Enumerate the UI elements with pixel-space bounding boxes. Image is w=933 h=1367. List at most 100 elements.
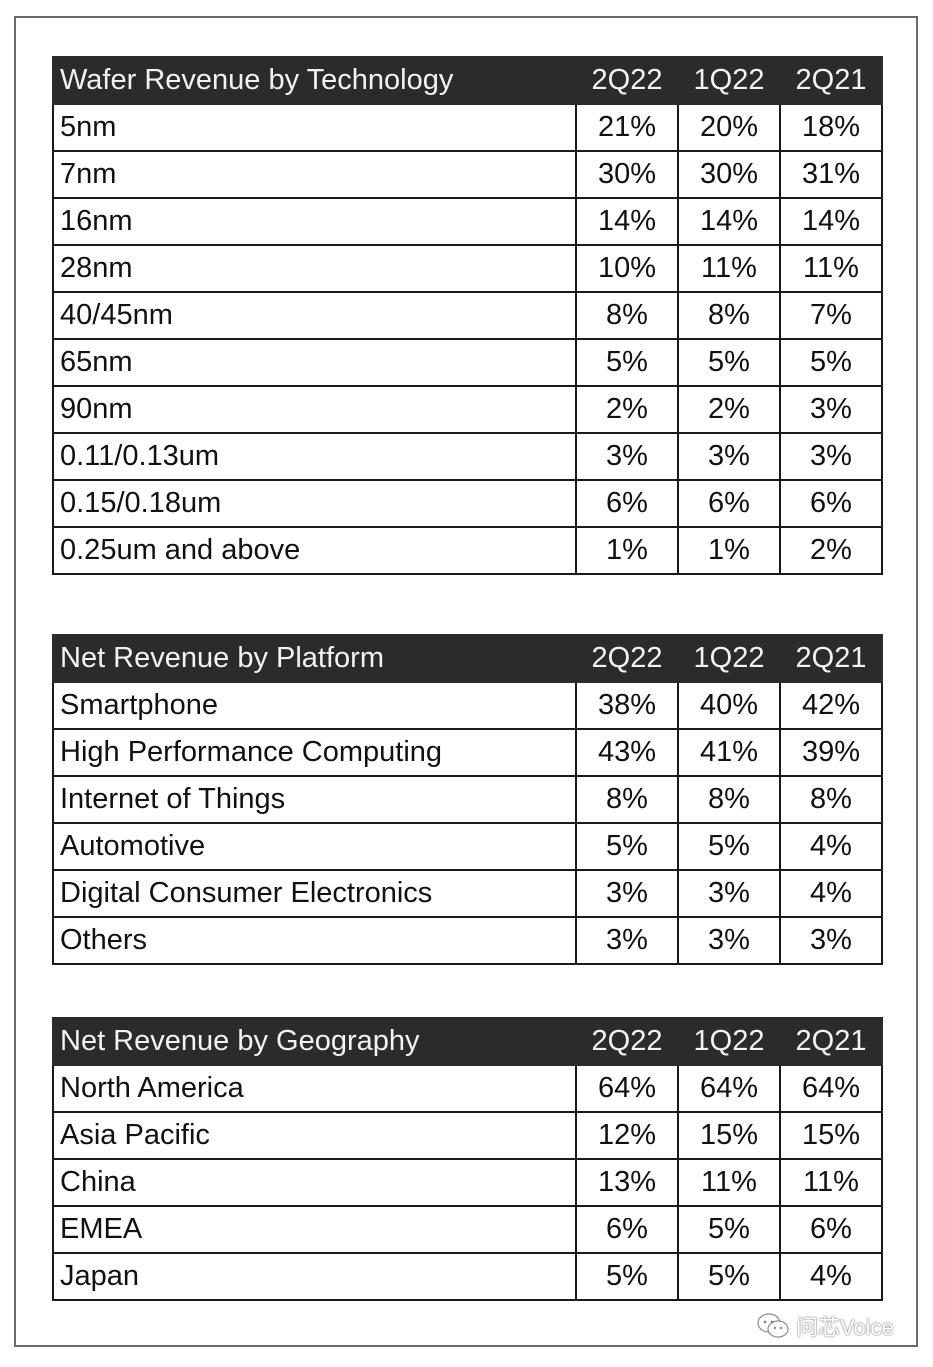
row-label: Others xyxy=(52,916,577,965)
value-cell: 7% xyxy=(779,291,883,340)
value-cell: 3% xyxy=(575,916,679,965)
value-cell: 42% xyxy=(779,681,883,730)
value-cell: 14% xyxy=(779,197,883,246)
table-header-row: Net Revenue by Platform 2Q22 1Q22 2Q21 xyxy=(52,634,883,683)
value-cell: 64% xyxy=(677,1064,781,1113)
value-cell: 13% xyxy=(575,1158,679,1207)
value-cell: 5% xyxy=(677,1252,781,1301)
table-row: North America 64% 64% 64% xyxy=(52,1064,883,1113)
value-cell: 5% xyxy=(575,822,679,871)
value-cell: 5% xyxy=(575,338,679,387)
value-cell: 11% xyxy=(779,244,883,293)
row-label: 90nm xyxy=(52,385,577,434)
column-header: 2Q21 xyxy=(779,634,883,683)
value-cell: 11% xyxy=(677,244,781,293)
table-header-row: Net Revenue by Geography 2Q22 1Q22 2Q21 xyxy=(52,1017,883,1066)
value-cell: 5% xyxy=(677,822,781,871)
value-cell: 8% xyxy=(779,775,883,824)
column-header: 1Q22 xyxy=(677,1017,781,1066)
value-cell: 4% xyxy=(779,822,883,871)
table-header-row: Wafer Revenue by Technology 2Q22 1Q22 2Q… xyxy=(52,56,883,105)
value-cell: 64% xyxy=(779,1064,883,1113)
value-cell: 6% xyxy=(677,479,781,528)
wechat-icon xyxy=(756,1312,790,1340)
value-cell: 39% xyxy=(779,728,883,777)
value-cell: 5% xyxy=(677,1205,781,1254)
table-title: Net Revenue by Geography xyxy=(52,1017,577,1066)
column-header: 2Q22 xyxy=(575,634,679,683)
value-cell: 14% xyxy=(575,197,679,246)
value-cell: 3% xyxy=(677,869,781,918)
value-cell: 8% xyxy=(575,775,679,824)
value-cell: 6% xyxy=(575,1205,679,1254)
row-label: EMEA xyxy=(52,1205,577,1254)
row-label: Internet of Things xyxy=(52,775,577,824)
table-row: EMEA 6% 5% 6% xyxy=(52,1205,883,1254)
row-label: 0.25um and above xyxy=(52,526,577,575)
table-row: Asia Pacific 12% 15% 15% xyxy=(52,1111,883,1160)
row-label: Smartphone xyxy=(52,681,577,730)
table-row: 5nm 21% 20% 18% xyxy=(52,103,883,152)
wafer-revenue-by-technology-table: Wafer Revenue by Technology 2Q22 1Q22 2Q… xyxy=(52,56,883,575)
value-cell: 31% xyxy=(779,150,883,199)
value-cell: 15% xyxy=(779,1111,883,1160)
value-cell: 3% xyxy=(677,916,781,965)
table-row: 0.15/0.18um 6% 6% 6% xyxy=(52,479,883,528)
row-label: 40/45nm xyxy=(52,291,577,340)
value-cell: 30% xyxy=(677,150,781,199)
row-label: Asia Pacific xyxy=(52,1111,577,1160)
value-cell: 14% xyxy=(677,197,781,246)
value-cell: 2% xyxy=(779,526,883,575)
column-header: 2Q21 xyxy=(779,1017,883,1066)
value-cell: 5% xyxy=(677,338,781,387)
value-cell: 21% xyxy=(575,103,679,152)
table-row: High Performance Computing 43% 41% 39% xyxy=(52,728,883,777)
value-cell: 12% xyxy=(575,1111,679,1160)
row-label: 0.11/0.13um xyxy=(52,432,577,481)
net-revenue-by-platform-table: Net Revenue by Platform 2Q22 1Q22 2Q21 S… xyxy=(52,634,883,965)
value-cell: 1% xyxy=(575,526,679,575)
row-label: 0.15/0.18um xyxy=(52,479,577,528)
row-label: 65nm xyxy=(52,338,577,387)
row-label: 28nm xyxy=(52,244,577,293)
table-row: China 13% 11% 11% xyxy=(52,1158,883,1207)
value-cell: 8% xyxy=(677,775,781,824)
column-header: 2Q21 xyxy=(779,56,883,105)
table-row: 65nm 5% 5% 5% xyxy=(52,338,883,387)
table-row: Others 3% 3% 3% xyxy=(52,916,883,965)
row-label: China xyxy=(52,1158,577,1207)
value-cell: 2% xyxy=(677,385,781,434)
value-cell: 40% xyxy=(677,681,781,730)
value-cell: 10% xyxy=(575,244,679,293)
value-cell: 30% xyxy=(575,150,679,199)
row-label: Digital Consumer Electronics xyxy=(52,869,577,918)
table-row: 40/45nm 8% 8% 7% xyxy=(52,291,883,340)
watermark: 问芯Voice xyxy=(756,1312,894,1340)
column-header: 2Q22 xyxy=(575,1017,679,1066)
value-cell: 3% xyxy=(677,432,781,481)
table-row: Japan 5% 5% 4% xyxy=(52,1252,883,1301)
value-cell: 11% xyxy=(779,1158,883,1207)
value-cell: 4% xyxy=(779,1252,883,1301)
row-label: High Performance Computing xyxy=(52,728,577,777)
table-row: 16nm 14% 14% 14% xyxy=(52,197,883,246)
table-row: Smartphone 38% 40% 42% xyxy=(52,681,883,730)
column-header: 2Q22 xyxy=(575,56,679,105)
value-cell: 3% xyxy=(779,385,883,434)
table-row: 90nm 2% 2% 3% xyxy=(52,385,883,434)
value-cell: 3% xyxy=(779,432,883,481)
value-cell: 8% xyxy=(677,291,781,340)
value-cell: 8% xyxy=(575,291,679,340)
table-row: Digital Consumer Electronics 3% 3% 4% xyxy=(52,869,883,918)
column-header: 1Q22 xyxy=(677,56,781,105)
value-cell: 38% xyxy=(575,681,679,730)
table-row: 0.11/0.13um 3% 3% 3% xyxy=(52,432,883,481)
value-cell: 6% xyxy=(779,1205,883,1254)
value-cell: 6% xyxy=(779,479,883,528)
value-cell: 2% xyxy=(575,385,679,434)
value-cell: 20% xyxy=(677,103,781,152)
value-cell: 41% xyxy=(677,728,781,777)
value-cell: 6% xyxy=(575,479,679,528)
value-cell: 64% xyxy=(575,1064,679,1113)
table-title: Net Revenue by Platform xyxy=(52,634,577,683)
